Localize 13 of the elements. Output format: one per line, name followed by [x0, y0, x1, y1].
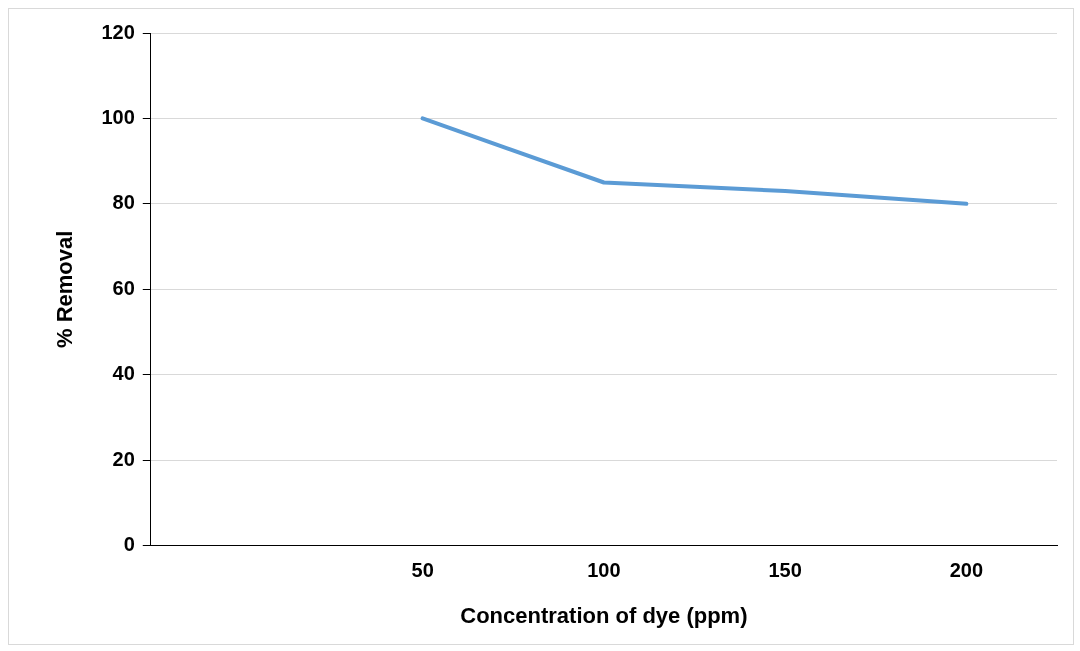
y-tick-label: 40: [112, 362, 135, 385]
x-tick-label: 150: [768, 559, 802, 582]
y-tick-label: 80: [112, 191, 135, 214]
y-tick-label: 20: [112, 447, 135, 470]
y-tick-label: 60: [112, 276, 135, 299]
x-axis-title: Concentration of dye (ppm): [460, 602, 748, 628]
y-tick-label: 100: [101, 105, 135, 128]
y-tick-label: 0: [123, 533, 135, 556]
x-tick-label: 100: [587, 559, 621, 582]
x-tick-label: 200: [949, 559, 984, 582]
y-axis-title: % Removal: [52, 230, 78, 348]
y-tick-label: 120: [101, 20, 135, 43]
x-tick-label: 50: [411, 559, 434, 582]
